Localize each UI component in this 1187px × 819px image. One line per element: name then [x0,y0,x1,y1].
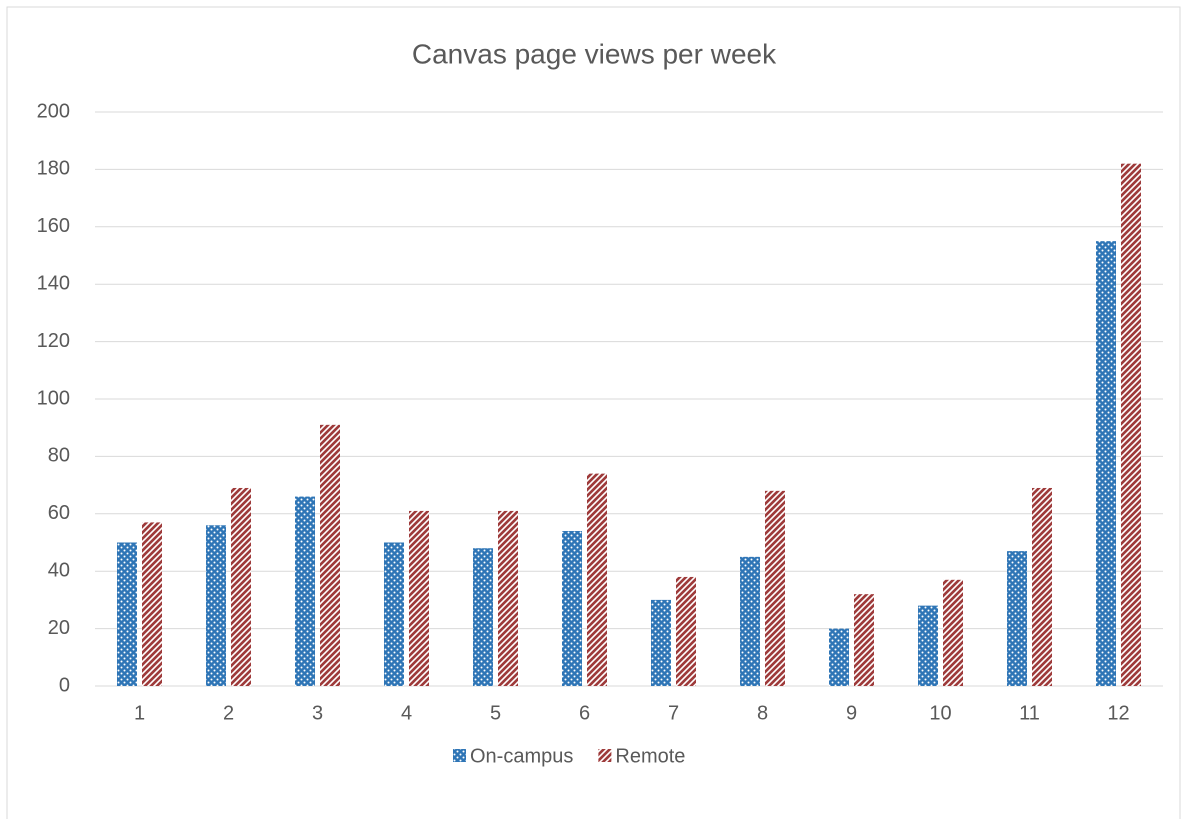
bar [1007,551,1027,686]
bar [854,594,874,686]
x-tick-label: 10 [929,702,951,724]
bar [829,628,849,686]
bar [231,487,251,686]
x-tick-label: 2 [223,702,234,724]
x-tick-label: 11 [1019,702,1040,724]
x-tick-label: 12 [1107,702,1129,724]
bar [409,510,429,686]
x-tick-label: 4 [401,702,412,724]
y-tick-label: 80 [48,445,70,467]
y-tick-label: 40 [48,559,70,581]
y-tick-label: 0 [59,674,70,696]
legend-swatch [453,749,466,762]
bar [562,531,582,686]
chart-title: Canvas page views per week [412,38,777,69]
y-tick-label: 120 [37,330,70,352]
legend-swatch [598,749,612,762]
x-tick-label: 1 [134,702,145,724]
bar [206,525,226,686]
bar [1032,487,1052,686]
x-tick-label: 9 [846,702,857,724]
bar [740,556,760,686]
bar [765,490,785,686]
x-tick-label: 8 [757,702,768,724]
x-tick-label: 7 [668,702,679,724]
legend-label: On-campus [470,745,573,767]
bar [384,542,404,686]
bar [651,599,671,686]
bar [473,548,493,686]
bar [320,424,340,686]
chart-border [6,6,1181,819]
x-tick-label: 6 [579,702,590,724]
bar [1096,241,1116,686]
y-tick-label: 140 [37,272,70,294]
bar [295,496,315,686]
bar [498,510,518,686]
y-tick-label: 180 [37,158,70,180]
y-tick-label: 60 [48,502,70,524]
bar [142,522,162,686]
bar [943,579,963,686]
bar [587,473,607,686]
y-tick-label: 20 [48,617,70,639]
x-tick-label: 3 [312,702,323,724]
bar [117,542,137,686]
y-tick-label: 200 [37,100,70,122]
y-tick-label: 100 [37,387,70,409]
legend-label: Remote [615,745,685,767]
bar [918,605,938,686]
x-tick-label: 5 [490,702,501,724]
bar [676,576,696,686]
bar [1121,163,1141,686]
y-tick-label: 160 [37,215,70,237]
